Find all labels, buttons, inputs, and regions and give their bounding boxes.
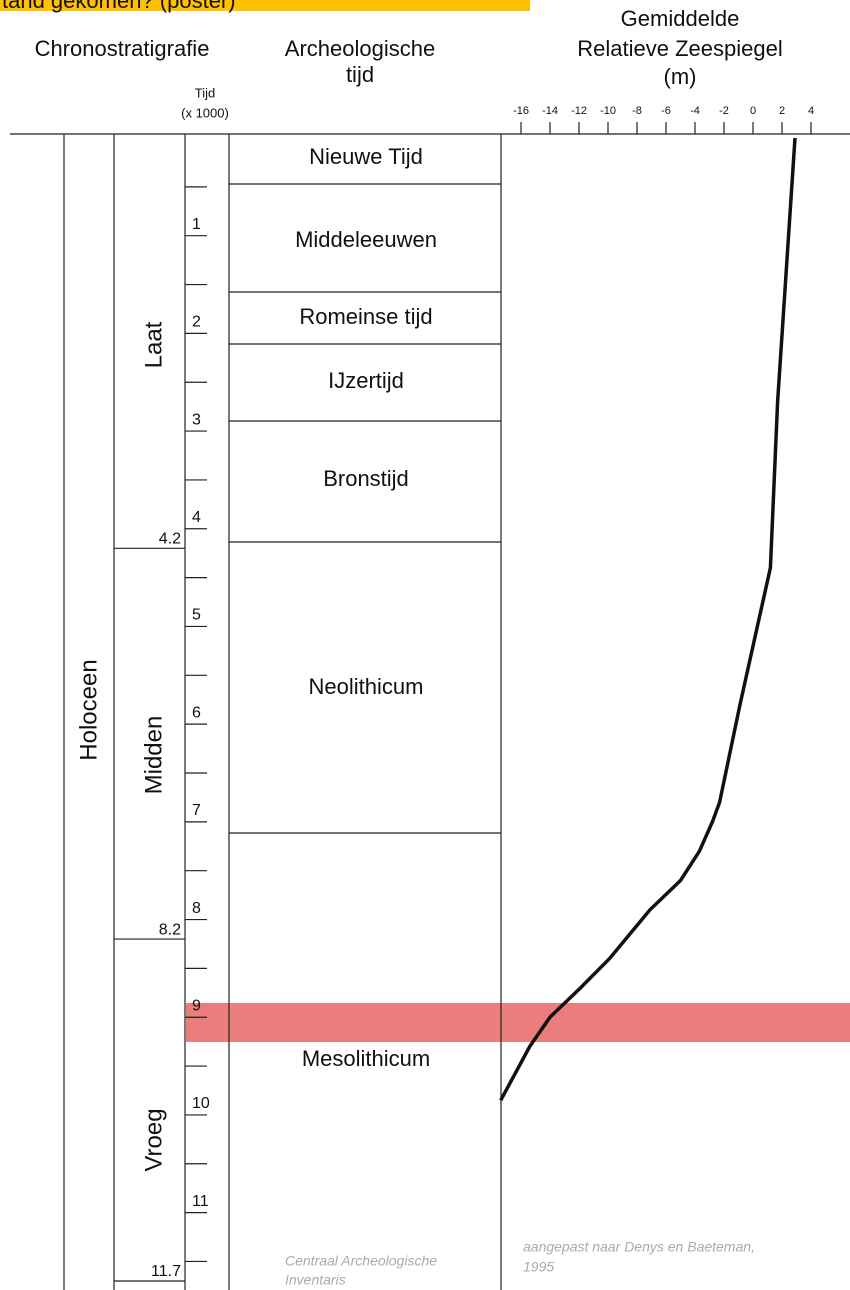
tick-label: 2 [192, 314, 201, 331]
header: Archeologische [285, 36, 435, 61]
tick-label: 6 [192, 704, 201, 721]
period-label: Neolithicum [309, 674, 424, 699]
x-tick-label: -6 [661, 105, 671, 117]
period-label: Nieuwe Tijd [309, 144, 423, 169]
header: (x 1000) [181, 105, 229, 120]
header: Relatieve Zeespiegel [577, 36, 782, 61]
boundary-label: 11.7 [151, 1263, 181, 1280]
period-label: Mesolithicum [302, 1046, 430, 1071]
x-tick-label: 0 [750, 105, 756, 117]
header: Gemiddelde [621, 6, 740, 31]
x-tick-label: -10 [600, 105, 616, 117]
x-tick-label: 4 [808, 105, 814, 117]
period-label: Bronstijd [323, 466, 409, 491]
tick-label: 7 [192, 802, 201, 819]
period-label: Middeleeuwen [295, 227, 437, 252]
epoch: Holoceen [75, 659, 102, 760]
x-tick-label: -16 [513, 105, 529, 117]
tick-label: 10 [192, 1095, 210, 1112]
x-tick-label: -14 [542, 105, 558, 117]
x-tick-label: -4 [690, 105, 700, 117]
credit: 1995 [523, 1259, 554, 1275]
tick-label: 8 [192, 900, 201, 917]
tick-label: 5 [192, 607, 201, 624]
stage: Vroeg [140, 1108, 167, 1171]
header: tijd [346, 62, 374, 87]
header: Tijd [195, 85, 215, 100]
highlight-band [186, 1003, 850, 1042]
credit: Inventaris [285, 1272, 346, 1288]
tick-label: 4 [192, 509, 201, 526]
boundary-label: 4.2 [159, 531, 181, 548]
sea-level-line [499, 137, 797, 1102]
credit: Centraal Archeologische [285, 1253, 437, 1269]
tick-label: 9 [192, 997, 201, 1014]
x-tick-label: 2 [779, 105, 785, 117]
x-tick-label: -2 [719, 105, 729, 117]
tick-label: 11 [192, 1193, 209, 1210]
tick-label: 1 [192, 216, 201, 233]
tick-label: 3 [192, 411, 201, 428]
period-label: IJzertijd [328, 368, 404, 393]
stage: Laat [140, 321, 167, 368]
header: (m) [664, 64, 697, 89]
banner-bg [0, 0, 530, 11]
banner: tand gekomen? (poster) [2, 0, 236, 13]
stage: Midden [140, 716, 167, 795]
boundary-label: 8.2 [159, 921, 181, 938]
period-label: Romeinse tijd [299, 304, 432, 329]
x-tick-label: -12 [571, 105, 587, 117]
credit: aangepast naar Denys en Baeteman, [523, 1239, 755, 1255]
x-tick-label: -8 [632, 105, 642, 117]
header: Chronostratigrafie [35, 36, 210, 61]
